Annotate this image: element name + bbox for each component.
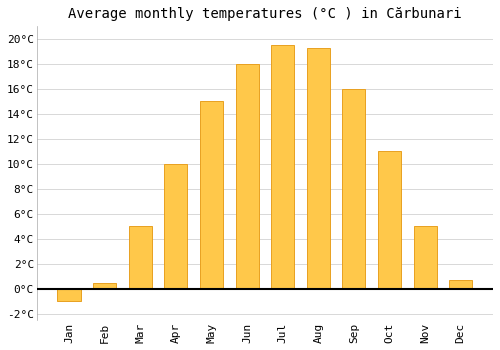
Bar	[378, 151, 401, 289]
Bar	[164, 164, 188, 289]
Bar	[200, 101, 223, 289]
Bar	[449, 280, 472, 289]
Bar	[58, 289, 80, 301]
Bar	[128, 226, 152, 289]
Bar	[236, 64, 258, 289]
Bar	[271, 45, 294, 289]
Title: Average monthly temperatures (°C ) in Cărbunari: Average monthly temperatures (°C ) in Că…	[68, 7, 462, 21]
Bar	[93, 282, 116, 289]
Bar	[342, 89, 365, 289]
Bar	[414, 226, 436, 289]
Bar	[306, 48, 330, 289]
